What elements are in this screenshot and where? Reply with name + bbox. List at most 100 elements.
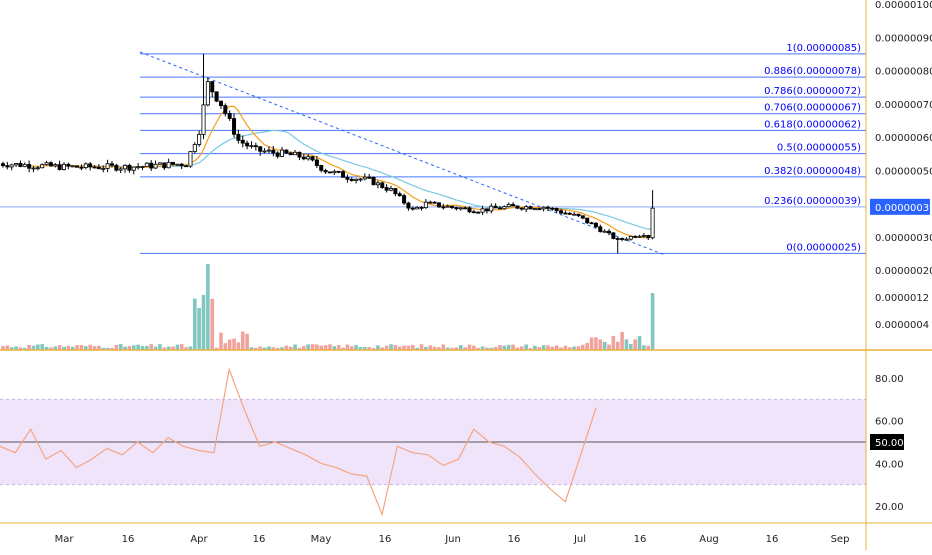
candle-body[interactable] [524,206,529,210]
candle-body[interactable] [384,187,389,191]
candle-body[interactable] [450,205,455,208]
candle-body[interactable] [497,207,502,210]
candle-body[interactable] [445,205,450,208]
candle-body[interactable] [236,133,241,141]
candle-body[interactable] [310,156,315,161]
candle-body[interactable] [96,166,101,170]
candle-body[interactable] [532,208,537,211]
candle-body[interactable] [620,238,625,240]
candle-body[interactable] [218,100,223,106]
candle-body[interactable] [332,170,337,174]
candle-body[interactable] [44,162,49,166]
candle-body[interactable] [184,165,189,168]
candle-body[interactable] [528,206,533,210]
candle-body[interactable] [232,118,237,135]
candle-body[interactable] [197,134,202,145]
candle-body[interactable] [545,206,550,209]
candle-body[interactable] [463,207,468,210]
candle-body[interactable] [458,207,463,210]
candle-body[interactable] [245,142,250,147]
candle-body[interactable] [419,206,424,209]
candle-body[interactable] [345,176,350,180]
candle-body[interactable] [480,208,485,213]
candle-body[interactable] [615,238,620,240]
candle-body[interactable] [415,206,420,210]
candle-body[interactable] [136,166,141,169]
candle-body[interactable] [454,207,459,210]
candle-body[interactable] [14,163,19,166]
candle-body[interactable] [406,202,411,209]
candle-body[interactable] [476,211,481,214]
candle-body[interactable] [349,178,354,181]
candle-body[interactable] [153,163,158,169]
candle-body[interactable] [493,205,498,209]
candle-body[interactable] [70,165,75,168]
candle-body[interactable] [166,161,171,169]
candle-body[interactable] [589,222,594,225]
candle-body[interactable] [602,230,607,233]
candle-body[interactable] [253,145,258,148]
candle-body[interactable] [62,163,67,170]
candle-body[interactable] [66,163,71,167]
candle-body[interactable] [375,182,380,186]
candle-body[interactable] [131,166,136,171]
candle-body[interactable] [358,178,363,181]
candle-body[interactable] [179,163,184,167]
candle-body[interactable] [314,159,319,166]
candle-body[interactable] [140,165,145,168]
candle-body[interactable] [489,205,494,212]
candle-body[interactable] [515,205,520,209]
candle-body[interactable] [162,162,167,169]
candle-body[interactable] [114,164,119,171]
candle-body[interactable] [541,206,546,210]
candle-body[interactable] [9,164,14,168]
candle-body[interactable] [275,152,280,157]
candle-body[interactable] [402,195,407,204]
candle-body[interactable] [288,152,293,156]
candle-body[interactable] [227,113,232,119]
candle-body[interactable] [336,170,341,173]
candle-body[interactable] [18,163,23,167]
candle-body[interactable] [633,235,638,238]
candle-body[interactable] [127,164,132,171]
candle-body[interactable] [393,188,398,195]
candle-body[interactable] [27,164,32,169]
candle-body[interactable] [646,235,651,239]
candle-body[interactable] [537,208,542,211]
candle-body[interactable] [53,164,58,167]
candle-body[interactable] [297,151,302,158]
candle-body[interactable] [157,162,162,165]
candle-body[interactable] [101,168,106,170]
candle-body[interactable] [201,104,206,135]
candle-body[interactable] [75,165,80,168]
candle-body[interactable] [563,212,568,215]
candle-body[interactable] [650,207,655,239]
candle-body[interactable] [441,206,446,209]
candle-body[interactable] [192,144,197,153]
candle-body[interactable] [258,146,263,152]
candle-body[interactable] [554,208,559,212]
candle-body[interactable] [79,166,84,169]
candle-body[interactable] [249,145,254,148]
candle-body[interactable] [637,235,642,238]
candle-body[interactable] [388,188,393,191]
candle-body[interactable] [83,163,88,168]
candle-body[interactable] [585,217,590,224]
candle-body[interactable] [624,238,629,241]
candle-body[interactable] [593,222,598,228]
moving-average-fast[interactable] [29,105,653,239]
candle-body[interactable] [144,162,149,167]
candle-body[interactable] [306,156,311,160]
candle-body[interactable] [327,171,332,174]
candle-body[interactable] [279,149,284,157]
candle-body[interactable] [31,167,36,170]
candle-body[interactable] [92,166,97,169]
candle-body[interactable] [598,226,603,232]
candle-body[interactable] [502,206,507,210]
candle-body[interactable] [170,161,175,165]
candle-body[interactable] [35,167,40,170]
candle-body[interactable] [240,139,245,144]
candle-body[interactable] [293,151,298,156]
candle-body[interactable] [323,169,328,173]
